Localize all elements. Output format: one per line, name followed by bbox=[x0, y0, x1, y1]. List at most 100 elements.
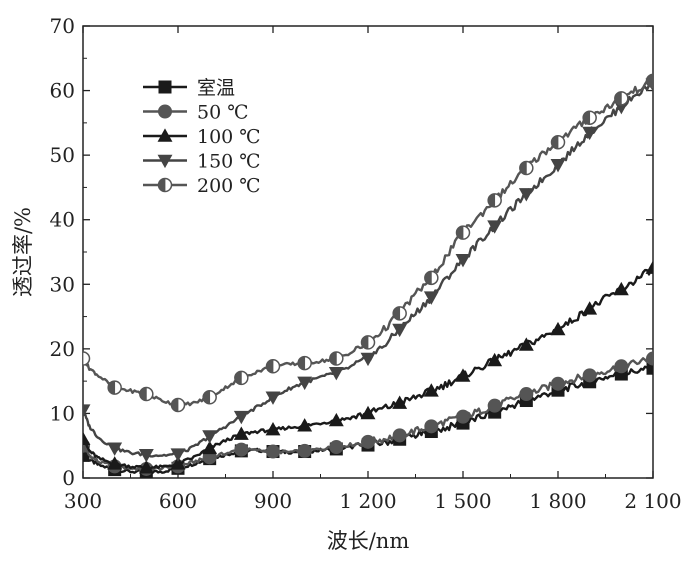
x-tick-label: 900 bbox=[254, 489, 292, 513]
data-point bbox=[519, 387, 534, 402]
data-point bbox=[455, 225, 471, 240]
legend-marker bbox=[157, 154, 173, 169]
x-tick-label: 1 500 bbox=[434, 489, 491, 513]
data-point bbox=[234, 442, 249, 457]
y-tick-label: 60 bbox=[50, 79, 75, 103]
data-point bbox=[518, 188, 534, 202]
x-tick-label: 600 bbox=[159, 489, 197, 513]
marker-fill bbox=[266, 359, 274, 374]
data-point bbox=[202, 430, 218, 444]
y-tick-label: 70 bbox=[50, 14, 75, 38]
y-tick-label: 0 bbox=[62, 466, 75, 490]
marker-fill bbox=[614, 91, 622, 106]
legend-label: 200 ℃ bbox=[197, 175, 261, 197]
data-point bbox=[297, 443, 312, 458]
data-point bbox=[329, 351, 344, 366]
marker-fill bbox=[329, 351, 337, 366]
data-point bbox=[392, 395, 408, 409]
data-point bbox=[645, 260, 653, 274]
data-point bbox=[424, 419, 439, 434]
data-point bbox=[360, 352, 376, 367]
data-point bbox=[202, 440, 218, 455]
marker-outline bbox=[83, 351, 91, 366]
data-point bbox=[582, 301, 598, 315]
marker-fill bbox=[646, 73, 653, 88]
data-point bbox=[456, 409, 470, 424]
legend-marker bbox=[158, 104, 172, 119]
data-point bbox=[550, 134, 566, 150]
legend-marker bbox=[157, 177, 173, 193]
data-point bbox=[455, 368, 471, 382]
y-tick-label: 30 bbox=[50, 272, 75, 296]
data-point bbox=[170, 456, 186, 470]
data-point bbox=[265, 421, 281, 436]
data-point bbox=[170, 448, 186, 462]
data-point bbox=[646, 361, 653, 375]
data-point bbox=[107, 380, 122, 395]
data-point bbox=[423, 383, 439, 397]
x-tick-label: 2 100 bbox=[624, 489, 681, 513]
data-point bbox=[107, 456, 123, 470]
data-point bbox=[170, 397, 186, 413]
data-point bbox=[550, 321, 566, 336]
data-point bbox=[550, 159, 566, 173]
data-point bbox=[83, 351, 91, 366]
data-point bbox=[487, 193, 502, 208]
series-group bbox=[83, 73, 653, 478]
data-point bbox=[202, 390, 217, 405]
data-point bbox=[360, 405, 376, 420]
marker-fill bbox=[487, 193, 496, 208]
marker-fill bbox=[424, 270, 432, 285]
marker-fill bbox=[83, 351, 84, 366]
marker-fill bbox=[361, 335, 369, 350]
y-tick-labels: 0 10 20 30 40 50 60 70 bbox=[50, 14, 75, 490]
legend-label: 150 ℃ bbox=[197, 151, 261, 173]
legend-label: 100 ℃ bbox=[197, 126, 261, 148]
data-point bbox=[582, 126, 598, 141]
data-point bbox=[424, 270, 439, 286]
marker-fill bbox=[456, 225, 464, 240]
legend-marker bbox=[157, 128, 173, 142]
data-point bbox=[487, 352, 503, 367]
marker-fill bbox=[171, 398, 179, 412]
x-axis-title: 波长/nm bbox=[327, 529, 410, 553]
marker-fill bbox=[551, 135, 559, 150]
data-point bbox=[360, 335, 376, 350]
data-point bbox=[487, 220, 503, 234]
data-point bbox=[265, 391, 281, 405]
data-point bbox=[455, 253, 471, 268]
data-point bbox=[613, 281, 629, 296]
data-point bbox=[265, 359, 281, 374]
data-point bbox=[645, 73, 653, 89]
data-point bbox=[266, 444, 280, 459]
data-point bbox=[582, 368, 597, 383]
data-point bbox=[646, 351, 653, 366]
x-tick-label: 300 bbox=[64, 489, 102, 513]
data-point bbox=[234, 370, 249, 386]
y-tick-label: 20 bbox=[50, 337, 75, 361]
data-point bbox=[329, 440, 344, 455]
marker-fill bbox=[202, 390, 211, 405]
marker-fill bbox=[139, 387, 147, 401]
legend-label: 50 ℃ bbox=[197, 102, 248, 124]
marker-fill bbox=[392, 306, 401, 321]
y-tick-label: 50 bbox=[50, 143, 75, 167]
data-point bbox=[392, 428, 407, 443]
x-tick-labels: 300 600 900 1 200 1 500 1 800 2 100 bbox=[64, 489, 682, 513]
data-point bbox=[83, 431, 91, 446]
data-point bbox=[582, 110, 597, 125]
data-point bbox=[328, 412, 344, 427]
data-point bbox=[297, 418, 313, 432]
data-point bbox=[614, 91, 629, 106]
marker-fill bbox=[519, 161, 527, 175]
data-point bbox=[519, 160, 534, 176]
x-tick-label: 1 800 bbox=[529, 489, 586, 513]
data-point bbox=[107, 442, 123, 456]
marker-fill bbox=[107, 380, 116, 395]
data-point bbox=[551, 376, 565, 391]
data-point bbox=[138, 460, 154, 474]
data-point bbox=[233, 410, 249, 425]
data-point bbox=[487, 398, 502, 413]
data-point bbox=[328, 366, 344, 381]
